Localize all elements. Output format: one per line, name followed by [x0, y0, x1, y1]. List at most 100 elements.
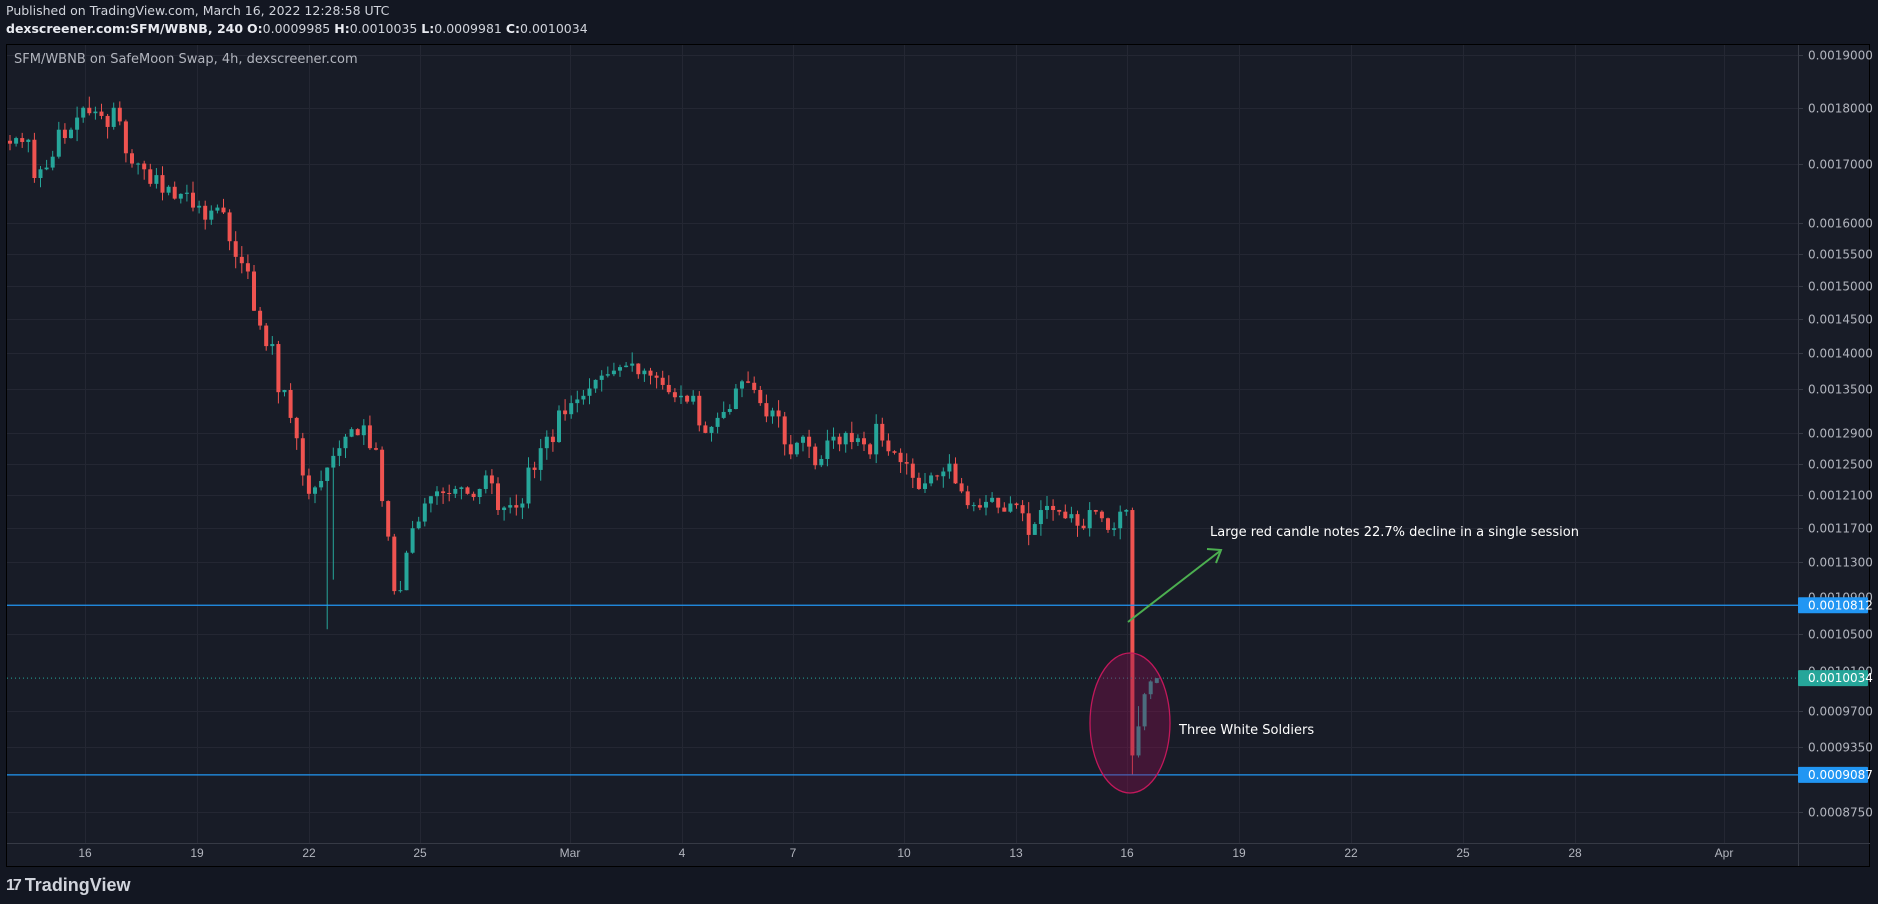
candle-down — [130, 153, 134, 164]
candle-up — [1148, 681, 1153, 695]
tradingview-logo[interactable]: 17 TradingView — [6, 875, 131, 896]
candle-up — [1069, 514, 1074, 519]
time-tick-label: 19 — [1232, 846, 1246, 860]
candle-up — [557, 410, 561, 443]
arrow-icon[interactable] — [1127, 550, 1221, 623]
candle-up — [831, 436, 836, 441]
candle-down — [99, 111, 104, 116]
candle-down — [776, 410, 781, 417]
candle-down — [672, 392, 677, 398]
candle-up — [75, 117, 80, 130]
candle-down — [447, 492, 452, 494]
candle-up — [691, 395, 696, 402]
candle-down — [1093, 510, 1098, 512]
candle-up — [361, 425, 366, 436]
candle-down — [386, 501, 391, 537]
candle-down — [355, 429, 360, 436]
candle-up — [93, 111, 98, 114]
annotation-three-white-soldiers[interactable]: Three White Soldiers — [1178, 723, 1314, 738]
candle-up — [1154, 678, 1159, 683]
candle-up — [794, 442, 799, 455]
candle-up — [1136, 726, 1141, 756]
candle-down — [392, 536, 397, 592]
candle-up — [459, 487, 464, 489]
candle-down — [1130, 510, 1135, 756]
candle-up — [197, 205, 202, 208]
candle-up — [990, 497, 995, 502]
candle-down — [862, 438, 866, 445]
candle-down — [160, 175, 165, 193]
candle-up — [178, 193, 183, 199]
candle-down — [252, 271, 256, 311]
candle-down — [563, 410, 568, 415]
candle-down — [1106, 518, 1110, 530]
candle-up — [825, 440, 830, 459]
candle-down — [227, 212, 232, 242]
candle-down — [660, 377, 665, 385]
candle-up — [971, 505, 976, 507]
high-value: 0.0010035 — [349, 21, 418, 36]
tradingview-logo-text: TradingView — [24, 875, 131, 895]
candle-up — [313, 487, 317, 494]
candle-up — [618, 367, 622, 371]
candle-down — [898, 452, 903, 463]
candle-up — [1112, 528, 1117, 530]
candle-up — [569, 403, 574, 415]
candle-up — [154, 175, 159, 184]
candle-up — [50, 156, 55, 168]
candle-down — [953, 463, 958, 484]
time-tick-label: 22 — [1344, 846, 1358, 860]
candle-down — [239, 256, 244, 264]
candle-down — [1063, 511, 1068, 519]
time-tick-label: 7 — [790, 846, 797, 860]
candle-up — [801, 436, 805, 443]
candle-up — [1124, 510, 1129, 512]
price-tick-label: 0.0008750 — [1808, 806, 1873, 820]
last-price-label: 0.0010034 — [1808, 671, 1873, 685]
candle-down — [1075, 514, 1080, 526]
candle-up — [587, 388, 592, 396]
hline-price-badge — [1798, 597, 1868, 614]
candle-up — [215, 207, 220, 211]
candle-down — [1014, 503, 1019, 506]
candle-up — [709, 426, 714, 433]
candle-down — [191, 192, 195, 208]
price-tick-label: 0.0010500 — [1808, 628, 1873, 642]
candle-down — [886, 440, 891, 452]
time-tick-label: 25 — [413, 846, 427, 860]
candle-down — [276, 344, 281, 393]
candle-up — [520, 503, 525, 508]
candle-up — [819, 458, 824, 466]
candle-up — [56, 129, 61, 157]
candle-up — [508, 505, 513, 508]
three-white-soldiers-ellipse[interactable] — [1089, 652, 1171, 794]
candle-up — [209, 210, 214, 220]
candle-down — [288, 389, 293, 418]
candle-up — [843, 432, 848, 445]
candle-down — [648, 370, 653, 376]
candle-down — [666, 384, 671, 393]
candle-up — [477, 488, 482, 498]
candle-down — [514, 505, 519, 508]
price-tick-label: 0.0019000 — [1808, 49, 1873, 63]
candle-up — [282, 389, 287, 393]
candle-down — [374, 448, 378, 450]
candle-down — [258, 310, 263, 326]
candle-up — [502, 507, 507, 511]
candle-up — [111, 107, 116, 127]
candle-up — [740, 381, 744, 389]
candle-up — [349, 429, 354, 437]
candle-down — [300, 438, 305, 476]
candles — [8, 96, 1159, 775]
chart-panel[interactable] — [6, 44, 1870, 867]
tradingview-logo-icon: 17 — [6, 876, 22, 894]
candle-down — [764, 403, 769, 417]
candle-up — [26, 139, 31, 142]
candle-up — [319, 480, 324, 488]
candle-up — [270, 344, 275, 347]
candle-down — [465, 487, 470, 494]
candle-down — [807, 436, 812, 447]
candle-up — [715, 417, 720, 427]
annotation-large-red-candle[interactable]: Large red candle notes 22.7% decline in … — [1210, 525, 1579, 540]
